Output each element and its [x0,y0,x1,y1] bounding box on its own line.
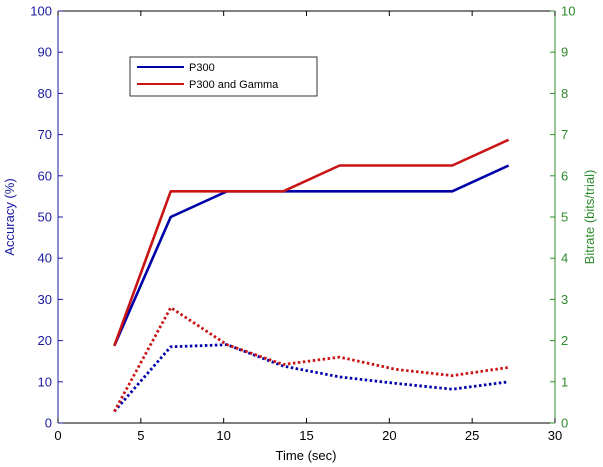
right-y-tick-label: 6 [561,168,568,183]
legend: P300 P300 and Gamma [129,56,318,97]
x-tick-label: 15 [299,428,313,443]
right-y-tick-label: 0 [561,416,568,431]
legend-label-p300: P300 [189,62,215,74]
right-y-tick-label: 7 [561,127,568,142]
left-y-tick-label: 80 [38,86,52,101]
x-tick-label: 5 [137,428,144,443]
legend-box [129,56,318,97]
right-y-tick-label: 10 [561,4,575,19]
left-y-tick-label: 20 [38,333,52,348]
right-y-tick-label: 8 [561,86,568,101]
left-y-tick-label: 90 [38,45,52,60]
axes [57,10,556,424]
x-tick-label: 0 [54,428,61,443]
x-tick-label: 20 [382,428,396,443]
right-y-axis-title: Bitrate (bits/trial) [582,170,597,265]
left-y-tick-label: 100 [30,4,52,19]
right-y-tick-label: 2 [561,333,568,348]
series-layer [113,138,510,413]
series-line-2-bitrate [113,343,509,413]
left-y-axis-title: Accuracy (%) [2,178,17,255]
left-y-tick-label: 70 [38,127,52,142]
right-y-tick-label: 1 [561,374,568,389]
tick-labels: 0 5 10 15 20 25 300102030405060708090100012345… [30,4,575,444]
legend-label-p300-gamma: P300 and Gamma [189,79,279,91]
x-axis-title: Time (sec) [276,448,337,463]
x-tick-label: 25 [465,428,479,443]
series-line-0-accuracy [113,164,510,347]
left-y-tick-label: 50 [38,210,52,225]
left-y-tick-label: 60 [38,168,52,183]
left-y-tick-label: 40 [38,251,52,266]
right-y-tick-label: 4 [561,251,568,266]
left-y-tick-label: 30 [38,292,52,307]
series-line-3-bitrate [113,306,509,413]
right-y-tick-label: 3 [561,292,568,307]
x-tick-label: 30 [548,428,562,443]
left-y-tick-label: 0 [45,416,52,431]
right-y-tick-label: 9 [561,45,568,60]
x-tick-label: 10 [216,428,230,443]
left-y-tick-label: 10 [38,374,52,389]
right-y-tick-label: 5 [561,210,568,225]
series-line-1-accuracy [113,138,510,347]
